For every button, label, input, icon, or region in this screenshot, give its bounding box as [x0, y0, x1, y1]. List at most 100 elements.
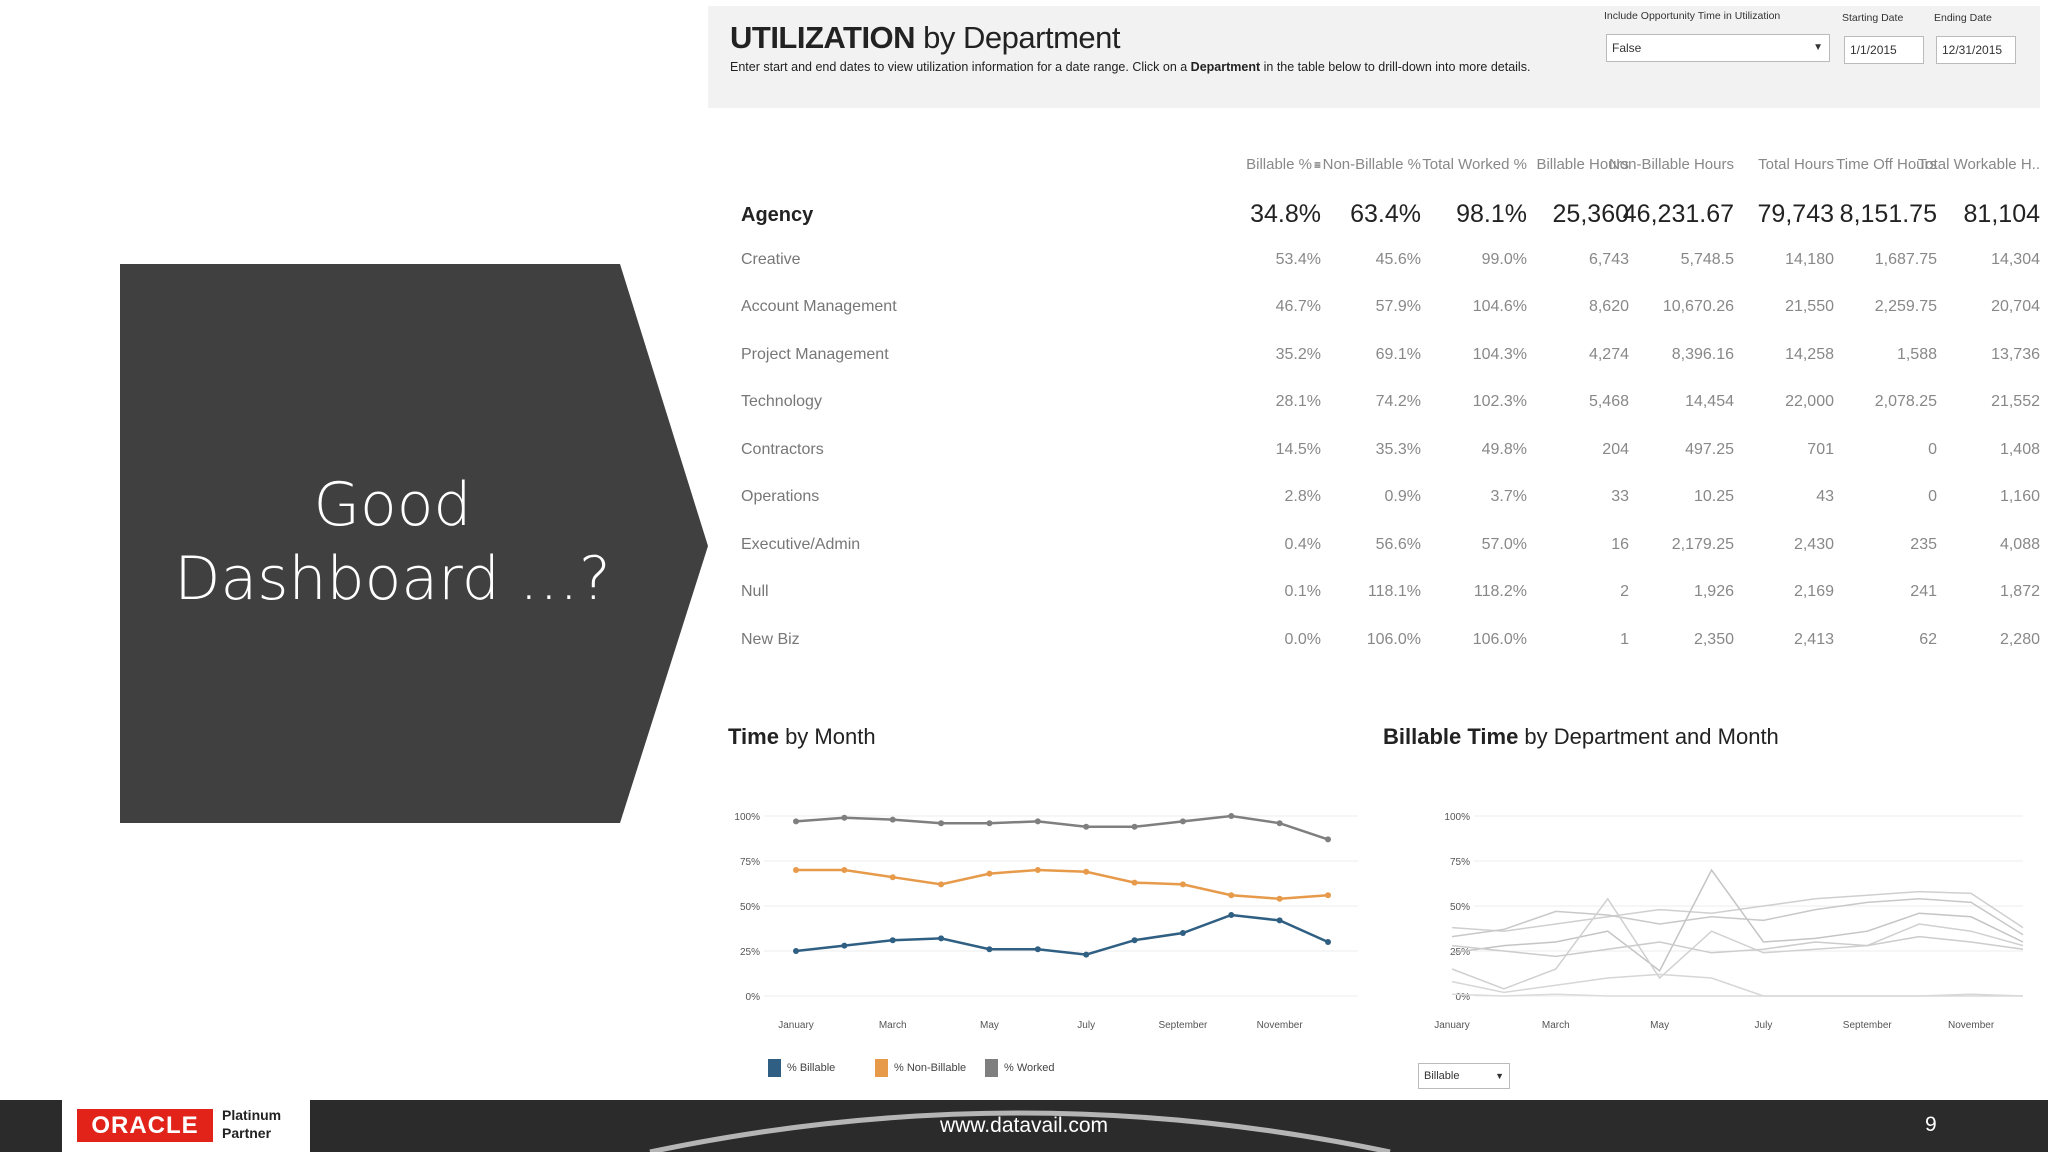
data-point[interactable]	[938, 820, 945, 827]
table-row[interactable]: New Biz 0.0% 106.0% 106.0% 1 2,350 2,413 62 2,28…	[708, 631, 2040, 671]
series-line[interactable]	[1451, 897, 2024, 990]
column-header[interactable]: Billable % ≡	[1246, 156, 1321, 173]
table-row[interactable]: Creative 53.4% 45.6% 99.0% 6,743 5,748.5 14,18…	[708, 251, 2040, 291]
table-row[interactable]: Agency 34.8% 63.4% 98.1% 25,360 46,231.67 79,7…	[708, 200, 2040, 240]
data-point[interactable]	[1276, 895, 1283, 902]
data-point[interactable]	[1276, 917, 1283, 924]
data-point[interactable]	[1131, 823, 1138, 830]
data-point[interactable]	[1228, 892, 1235, 899]
column-header[interactable]: Time Off Hours	[1836, 156, 1937, 173]
column-header[interactable]: Billable Hours	[1536, 156, 1629, 173]
column-header[interactable]: Non-Billable Hours	[1609, 156, 1734, 173]
column-header[interactable]: Total Workable H..	[1918, 156, 2040, 173]
series-line[interactable]	[1451, 890, 2024, 932]
start-date-input[interactable]: 1/1/2015	[1844, 36, 1924, 64]
department-name[interactable]: Agency	[741, 204, 814, 226]
data-point[interactable]	[1179, 818, 1186, 825]
table-row[interactable]: Technology 28.1% 74.2% 102.3% 5,468 14,454 22,…	[708, 393, 2040, 433]
table-cell: 74.2%	[1375, 393, 1421, 410]
column-header[interactable]: Non-Billable %	[1323, 156, 1421, 173]
column-header[interactable]: Total Hours	[1758, 156, 1834, 173]
table-cell: 1,160	[1999, 488, 2040, 505]
data-point[interactable]	[1228, 912, 1235, 918]
department-name[interactable]: Executive/Admin	[741, 536, 861, 553]
table-cell: 57.0%	[1481, 536, 1527, 553]
series-line[interactable]	[1451, 898, 2024, 938]
department-name[interactable]: Null	[741, 583, 769, 600]
data-point[interactable]	[1228, 813, 1235, 819]
data-point[interactable]	[841, 942, 848, 949]
data-point[interactable]	[1034, 818, 1041, 825]
series-line[interactable]	[1451, 993, 2023, 997]
table-row[interactable]: Project Management 35.2% 69.1% 104.3% 4,274 8…	[708, 346, 2040, 386]
table-cell: 10.25	[1693, 488, 1734, 505]
series-line[interactable]	[796, 868, 1329, 901]
data-point[interactable]	[841, 867, 848, 873]
data-point[interactable]	[1083, 868, 1090, 875]
table-cell: 2,259.75	[1874, 298, 1937, 315]
table-row[interactable]: Account Management 46.7% 57.9% 104.6% 8,620 1…	[708, 298, 2040, 338]
data-point[interactable]	[1276, 820, 1283, 827]
end-date-input[interactable]: 12/31/2015	[1936, 36, 2016, 64]
billable-type-select[interactable]: Billable ▼	[1418, 1063, 1510, 1089]
data-point[interactable]	[841, 814, 848, 821]
data-point[interactable]	[1325, 939, 1331, 945]
footer-url[interactable]: www.datavail.com	[939, 1114, 1109, 1137]
data-point[interactable]	[889, 816, 896, 823]
series-line[interactable]	[1451, 868, 2024, 972]
data-point[interactable]	[986, 946, 993, 953]
data-point[interactable]	[889, 937, 896, 944]
data-point[interactable]	[986, 820, 993, 827]
data-point[interactable]	[793, 867, 799, 873]
table-cell: 57.9%	[1375, 298, 1421, 315]
table-row[interactable]: Executive/Admin 0.4% 56.6% 57.0% 16 2,179.25 2…	[708, 536, 2040, 576]
data-point[interactable]	[1131, 937, 1138, 944]
table-cell: 28.1%	[1275, 393, 1321, 410]
data-point[interactable]	[1325, 892, 1331, 899]
table-cell: 56.6%	[1375, 536, 1421, 553]
data-point[interactable]	[986, 870, 993, 877]
table-row[interactable]: Operations 2.8% 0.9% 3.7% 33 10.25 43 0 1,160	[708, 488, 2040, 528]
department-name[interactable]: Technology	[741, 393, 822, 410]
department-name[interactable]: Contractors	[741, 441, 824, 458]
start-date-label: Starting Date	[1842, 12, 1904, 24]
series-line[interactable]	[1451, 973, 2024, 997]
data-point[interactable]	[793, 948, 799, 954]
table-cell: 0.0%	[1284, 631, 1321, 648]
data-point[interactable]	[793, 818, 799, 825]
data-point[interactable]	[1034, 867, 1041, 873]
series-line[interactable]	[795, 814, 1329, 841]
department-name[interactable]: Operations	[741, 488, 820, 505]
data-point[interactable]	[1131, 879, 1138, 886]
y-tick-label: 75%	[740, 857, 760, 868]
column-header[interactable]: Total Worked %	[1422, 156, 1527, 173]
x-tick-label: November	[1257, 1020, 1304, 1031]
table-cell: 49.8%	[1481, 441, 1527, 458]
data-point[interactable]	[938, 881, 945, 888]
table-row[interactable]: Contractors 14.5% 35.3% 49.8% 204 497.25 701 0 1…	[708, 441, 2040, 481]
legend-item[interactable]: % Non-Billable	[875, 1059, 966, 1077]
series-line[interactable]	[1451, 935, 2024, 958]
data-point[interactable]	[1083, 951, 1090, 958]
data-point[interactable]	[1179, 881, 1186, 888]
table-row[interactable]: Null 0.1% 118.1% 118.2% 2 1,926 2,169 241 1,872	[708, 583, 2040, 623]
data-point[interactable]	[1034, 946, 1041, 953]
data-point[interactable]	[1083, 823, 1090, 830]
data-point[interactable]	[1325, 836, 1331, 843]
department-name[interactable]: Creative	[741, 251, 801, 268]
x-tick-label: May	[1650, 1020, 1669, 1031]
legend-item[interactable]: % Worked	[985, 1059, 1055, 1077]
department-name[interactable]: New Biz	[741, 631, 800, 648]
data-point[interactable]	[1179, 930, 1186, 936]
column-header-label: Total Worked %	[1422, 156, 1527, 173]
sort-icon[interactable]: ≡	[1313, 158, 1321, 172]
opportunity-filter-select[interactable]: False ▼	[1606, 34, 1830, 62]
legend-item[interactable]: % Billable	[768, 1059, 835, 1077]
data-point[interactable]	[938, 935, 945, 942]
series-line[interactable]	[795, 913, 1329, 956]
table-cell: 5,468	[1588, 393, 1629, 410]
department-name[interactable]: Account Management	[741, 298, 897, 315]
table-cell: 14.5%	[1275, 441, 1321, 458]
department-name[interactable]: Project Management	[741, 346, 889, 363]
data-point[interactable]	[889, 874, 896, 881]
